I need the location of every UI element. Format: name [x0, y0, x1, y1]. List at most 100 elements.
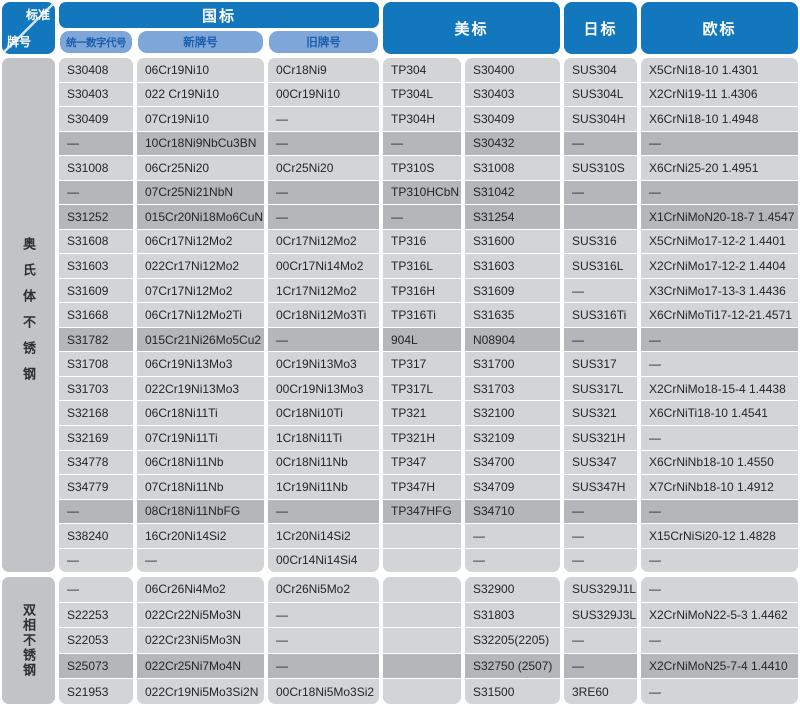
table-cell: S32169 [59, 425, 133, 450]
table-cell: — [268, 205, 379, 229]
table-cell: — [641, 425, 798, 450]
column-block: — X2CrNiMoN22-5-3 1.4462— X2CrNiMoN25-7-4 … [641, 577, 798, 704]
table-cell: S22053 [59, 628, 133, 653]
table-cell: S30403 [465, 82, 560, 107]
table-cell: 07Cr25Ni21NbN [137, 180, 264, 205]
table-cell: S32900 [465, 577, 560, 602]
table-cell: 1Cr17Ni12Mo2 [268, 278, 379, 303]
column-block: S30408 S30403 S30409— S31008— S31252 S31608 S3… [59, 58, 133, 572]
header-eu: 欧标 [641, 2, 798, 54]
table-cell: TP304 [383, 58, 461, 82]
table-cell [383, 524, 461, 548]
table-cell: — [268, 653, 379, 679]
table-cell: TP317 [383, 352, 461, 376]
corner-header-cell: 标准 牌号 [2, 2, 55, 54]
table-cell: TP321H [383, 425, 461, 450]
table-cell: 904L [383, 327, 461, 352]
table-cell: — [564, 278, 637, 303]
table-cell: 015Cr20Ni18Mo6CuN [137, 205, 264, 229]
header-old-grade: 旧牌号 [268, 30, 379, 54]
header-new-grade: 新牌号 [137, 30, 264, 54]
table-cell: S31608 [59, 229, 133, 254]
table-cell: S31500 [465, 679, 560, 704]
table-cell: — [641, 499, 798, 524]
table-cell: 07Cr19Ni11Ti [137, 425, 264, 450]
table-cell: TP347HFG [383, 499, 461, 524]
column-block: 06Cr19Ni10 022 Cr19Ni10 07Cr19Ni10 10Cr18Ni… [137, 58, 264, 572]
table-cell: S31254 [465, 205, 560, 229]
table-cell: — [641, 180, 798, 205]
table-cell: X2CrNiMo18-15-4 1.4438 [641, 376, 798, 401]
table-cell: — [383, 205, 461, 229]
table-cell: X6CrNi25-20 1.4951 [641, 156, 798, 180]
table-cell: 10Cr18Ni9NbCu3BN [137, 131, 264, 156]
table-cell: — [641, 548, 798, 572]
table-cell: S32109 [465, 425, 560, 450]
table-cell: — [564, 628, 637, 653]
column-block: X5CrNi18-10 1.4301 X2CrNi19-11 1.4306 X6Cr… [641, 58, 798, 572]
table-cell: SUS316Ti [564, 303, 637, 327]
table-cell: S34700 [465, 450, 560, 475]
table-cell: — [59, 180, 133, 205]
table-cell: — [268, 628, 379, 653]
table-cell: S31803 [465, 602, 560, 628]
table-cell: TP304H [383, 107, 461, 131]
table-cell: S30408 [59, 58, 133, 82]
table-cell: — [641, 352, 798, 376]
table-cell: — [465, 548, 560, 572]
table-cell: SUS347 [564, 450, 637, 475]
table-cell: SUS304L [564, 82, 637, 107]
table-cell: 00Cr19Ni10 [268, 82, 379, 107]
table-cell: X15CrNiSi20-12 1.4828 [641, 524, 798, 548]
table-cell: SUS316 [564, 229, 637, 254]
table-cell: X5CrNi18-10 1.4301 [641, 58, 798, 82]
table-cell: TP347 [383, 450, 461, 475]
table-cell: S31708 [59, 352, 133, 376]
table-cell: X6CrNiTi18-10 1.4541 [641, 401, 798, 425]
table-cell: S31042 [465, 180, 560, 205]
table-cell: 0Cr18Ni12Mo3Ti [268, 303, 379, 327]
table-cell: 06Cr25Ni20 [137, 156, 264, 180]
table-cell [383, 679, 461, 704]
table-cell: S31008 [59, 156, 133, 180]
table-cell: 015Cr21Ni26Mo5Cu2 [137, 327, 264, 352]
header-gb-subcolumns: 统一数字代号 新牌号 旧牌号 [59, 30, 379, 54]
header-group-gb: 国标 统一数字代号 新牌号 旧牌号 [59, 2, 379, 54]
table-cell: 0Cr18Ni9 [268, 58, 379, 82]
table-cell: — [641, 679, 798, 704]
table-cell: TP310S [383, 156, 461, 180]
table-header: 标准 牌号 国标 统一数字代号 新牌号 旧牌号 美标 日标 欧标 [2, 2, 798, 54]
group-label: 双相不锈钢 [21, 603, 36, 678]
table-cell: — [564, 327, 637, 352]
table-cell: X2CrNiMoN25-7-4 1.4410 [641, 653, 798, 679]
table-cell: — [641, 577, 798, 602]
column-block: SUS329J1L SUS329J3L — —3RE60 [564, 577, 637, 704]
table-cell: S31668 [59, 303, 133, 327]
header-uns-code: 统一数字代号 [59, 30, 133, 54]
table-cell: 0Cr17Ni12Mo2 [268, 229, 379, 254]
table-cell: — [59, 548, 133, 572]
table-cell: — [564, 548, 637, 572]
table-cell: 0Cr18Ni11Nb [268, 450, 379, 475]
table-cell: X3CrNiMo17-13-3 1.4436 [641, 278, 798, 303]
table-cell: TP304L [383, 82, 461, 107]
table-cell: 022Cr23Ni5Mo3N [137, 628, 264, 653]
table-cell: 00Cr18Ni5Mo3Si2 [268, 679, 379, 704]
table-cell: — [641, 628, 798, 653]
column-block: S30400 S30403 S30409 S30432 S31008 S31042 S312… [465, 58, 560, 572]
table-cell: S31603 [465, 254, 560, 278]
table-cell: S25073 [59, 653, 133, 679]
table-cell: TP316H [383, 278, 461, 303]
table-cell: — [59, 499, 133, 524]
corner-label-grade: 牌号 [7, 35, 32, 49]
table-cell: 022Cr17Ni12Mo2 [137, 254, 264, 278]
table-cell: TP347H [383, 475, 461, 499]
table-cell: TP316Ti [383, 303, 461, 327]
table-cell: — [268, 327, 379, 352]
table-cell: — [465, 524, 560, 548]
table-cell: SUS321H [564, 425, 637, 450]
table-cell: — [383, 131, 461, 156]
table-cell: 00Cr14Ni14Si4 [268, 548, 379, 572]
table-cell: TP316 [383, 229, 461, 254]
